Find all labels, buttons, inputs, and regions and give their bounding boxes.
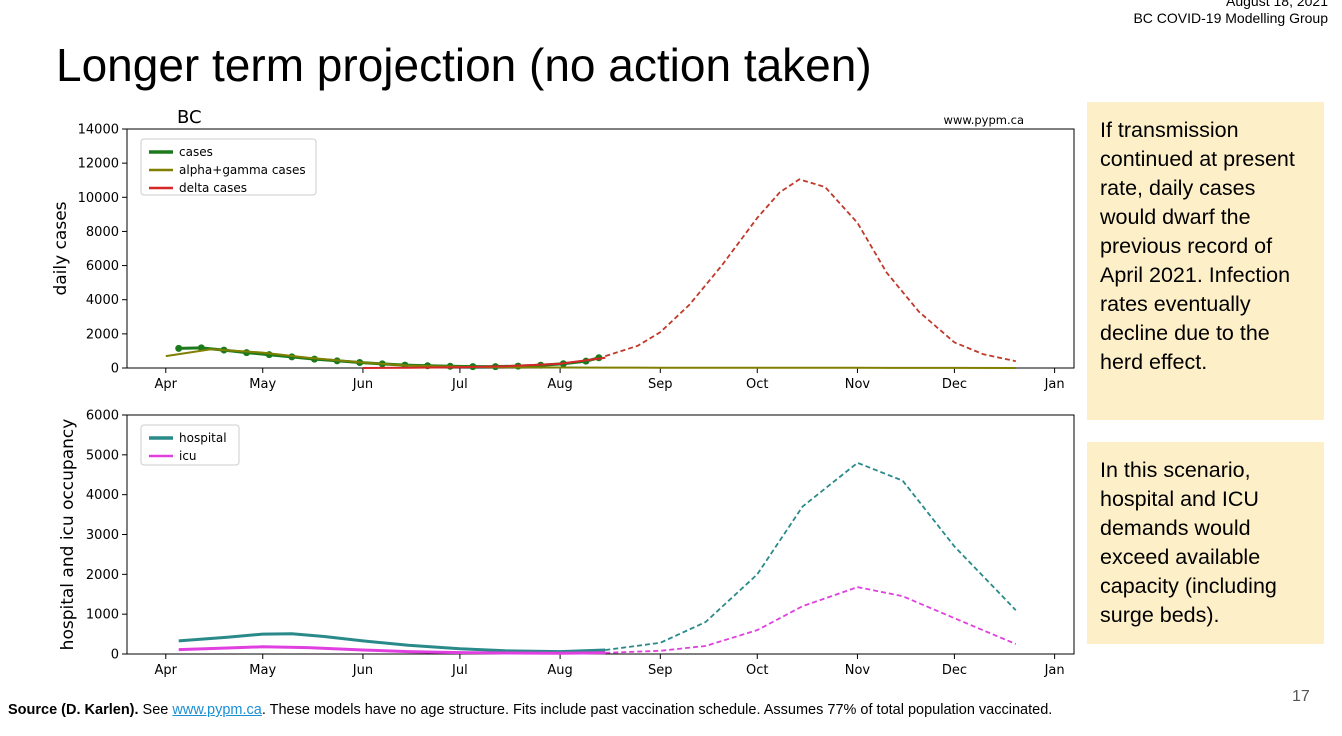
daily-cases-chart: 0 2000 4000 6000 8000 10000 12000 14000 Apr May Ju… <box>51 107 1075 392</box>
y-tick-label: 4000 <box>86 488 119 503</box>
series-line-hospital <box>178 632 606 654</box>
callout-transmission: If transmission continued at present rat… <box>1087 102 1324 420</box>
y-tick-label: 1000 <box>86 608 119 623</box>
source-label: Source (D. Karlen). <box>8 702 139 718</box>
series-line-hospital-projection <box>605 461 1017 651</box>
chart-title: BC <box>177 107 202 128</box>
footer-notes: . These models have no age structure. Fi… <box>261 702 1053 718</box>
x-tick-label: Dec <box>942 663 967 678</box>
y-axis-label: daily cases <box>51 201 71 295</box>
x-tick-label: Jul <box>451 377 468 392</box>
legend-label: hospital <box>179 431 227 445</box>
legend-label: icu <box>179 449 197 463</box>
chart-annotation: www.pypm.ca <box>944 113 1024 127</box>
footer-source: Source (D. Karlen). See www.pypm.ca. The… <box>8 702 1052 718</box>
pypm-link[interactable]: www.pypm.ca <box>172 702 262 718</box>
y-tick-label: 0 <box>111 362 119 377</box>
y-tick-label: 3000 <box>86 528 119 543</box>
slide-title: Longer term projection (no action taken) <box>56 39 872 91</box>
y-tick-label: 4000 <box>86 293 119 308</box>
y-tick-label: 8000 <box>86 225 119 240</box>
y-tick-label: 0 <box>111 648 119 663</box>
x-tick-label: Jun <box>352 663 373 678</box>
y-tick-label: 6000 <box>86 409 119 424</box>
legend-label: alpha+gamma cases <box>179 163 306 177</box>
y-tick-label: 5000 <box>86 448 119 463</box>
y-tick-label: 2000 <box>86 327 119 342</box>
x-tick-label: Nov <box>845 663 871 678</box>
x-tick-label: Sep <box>648 377 673 392</box>
series-line-delta-projection <box>605 178 1016 363</box>
x-tick-label: May <box>249 663 276 678</box>
y-tick-label: 12000 <box>78 157 119 172</box>
x-tick-label: Jan <box>1044 663 1065 678</box>
footer-see: See <box>138 702 173 718</box>
x-tick-label: Aug <box>547 377 572 392</box>
x-tick-label: Jan <box>1044 377 1065 392</box>
page-number: 17 <box>1292 688 1310 705</box>
series-line-delta-cases <box>362 356 606 369</box>
hospital-icu-chart: 0 1000 2000 3000 4000 5000 6000 Apr May Jun Jul Aug… <box>58 409 1075 678</box>
header-date: August 18, 2021 <box>1226 0 1328 9</box>
y-tick-label: 6000 <box>86 259 119 274</box>
y-tick-label: 14000 <box>78 123 119 138</box>
x-tick-label: May <box>249 377 276 392</box>
plot-frame <box>126 414 1075 655</box>
series-line-icu <box>178 645 606 655</box>
x-tick-label: Aug <box>547 663 572 678</box>
x-tick-label: Oct <box>746 663 768 678</box>
x-tick-label: Oct <box>746 377 768 392</box>
x-tick-label: Jul <box>451 663 468 678</box>
legend-label: delta cases <box>179 181 247 195</box>
y-axis-label: hospital and icu occupancy <box>58 419 78 651</box>
x-tick-label: Dec <box>942 377 967 392</box>
y-tick-label: 10000 <box>78 191 119 206</box>
header-organization: BC COVID-19 Modelling Group <box>1133 10 1328 26</box>
legend-label: cases <box>179 145 213 159</box>
x-tick-label: Jun <box>352 377 373 392</box>
x-tick-label: Nov <box>845 377 871 392</box>
legend-box <box>140 138 317 196</box>
x-tick-label: Apr <box>155 377 178 392</box>
x-tick-label: Apr <box>155 663 178 678</box>
callout-capacity: In this scenario, hospital and ICU deman… <box>1087 442 1324 644</box>
x-tick-label: Sep <box>648 663 673 678</box>
data-point <box>175 344 183 352</box>
y-tick-label: 2000 <box>86 568 119 583</box>
series-line-icu-projection <box>605 586 1017 654</box>
